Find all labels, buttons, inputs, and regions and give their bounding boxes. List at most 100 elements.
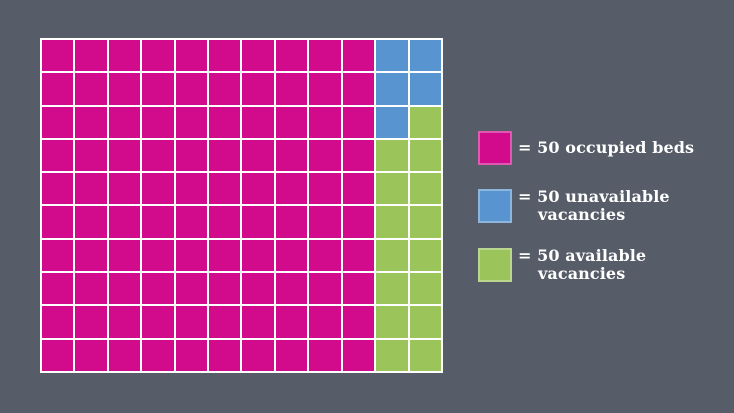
waffle-chart — [40, 38, 443, 373]
waffle-cell — [242, 106, 274, 138]
waffle-cell — [209, 339, 241, 371]
waffle-cell — [75, 239, 107, 272]
waffle-cell — [309, 73, 341, 105]
waffle-cell — [309, 206, 341, 238]
waffle-cell — [75, 139, 107, 172]
waffle-cell — [175, 273, 208, 305]
waffle-cell — [342, 306, 375, 338]
waffle-cell — [175, 106, 208, 138]
waffle-cell — [242, 173, 274, 205]
waffle-cell — [75, 206, 107, 238]
waffle-cell — [376, 239, 408, 272]
legend-label-available: = 50 available vacancies — [518, 247, 646, 283]
waffle-cell — [275, 40, 308, 72]
waffle-cell — [376, 306, 408, 338]
waffle-cell — [42, 173, 74, 205]
waffle-cell — [275, 306, 308, 338]
waffle-cell — [108, 40, 141, 72]
waffle-cell — [175, 339, 208, 371]
waffle-cell — [309, 339, 341, 371]
waffle-cell — [108, 306, 141, 338]
waffle-cell — [209, 73, 241, 105]
waffle-cell — [309, 40, 341, 72]
waffle-cell — [42, 339, 74, 371]
waffle-cell — [409, 239, 441, 272]
waffle-cell — [209, 106, 241, 138]
waffle-cell — [242, 73, 274, 105]
waffle-cell — [242, 239, 274, 272]
waffle-cell — [309, 239, 341, 272]
waffle-cell — [175, 40, 208, 72]
waffle-cell — [75, 73, 107, 105]
waffle-cell — [376, 206, 408, 238]
legend-item-available: = 50 available vacancies — [478, 247, 694, 283]
waffle-cell — [242, 206, 274, 238]
legend-item-unavailable: = 50 unavailable vacancies — [478, 188, 694, 224]
waffle-cell — [75, 339, 107, 371]
waffle-cell — [142, 173, 174, 205]
waffle-cell — [242, 306, 274, 338]
waffle-cell — [209, 239, 241, 272]
waffle-cell — [309, 173, 341, 205]
waffle-cell — [142, 206, 174, 238]
waffle-cell — [142, 239, 174, 272]
legend-label-line: = 50 unavailable — [518, 187, 670, 206]
waffle-cell — [42, 106, 74, 138]
waffle-cell — [108, 273, 141, 305]
waffle-cell — [376, 40, 408, 72]
waffle-cell — [42, 306, 74, 338]
waffle-cell — [342, 73, 375, 105]
waffle-cell — [142, 106, 174, 138]
waffle-cell — [409, 306, 441, 338]
waffle-cell — [42, 73, 74, 105]
waffle-cell — [75, 306, 107, 338]
waffle-cell — [409, 73, 441, 105]
waffle-cell — [275, 239, 308, 272]
waffle-cell — [108, 239, 141, 272]
legend-label-line: = 50 occupied beds — [518, 138, 695, 157]
waffle-cell — [209, 206, 241, 238]
waffle-cell — [275, 173, 308, 205]
waffle-cell — [108, 106, 141, 138]
waffle-cell — [376, 339, 408, 371]
waffle-cell — [209, 139, 241, 172]
waffle-cell — [342, 106, 375, 138]
waffle-cell — [175, 139, 208, 172]
waffle-cell — [209, 306, 241, 338]
waffle-cell — [209, 273, 241, 305]
waffle-cell — [376, 73, 408, 105]
waffle-cell — [376, 273, 408, 305]
waffle-cell — [175, 239, 208, 272]
waffle-cell — [209, 40, 241, 72]
legend-label-line: = 50 available — [518, 246, 647, 265]
waffle-cell — [409, 139, 441, 172]
available-swatch — [478, 248, 512, 282]
waffle-cell — [342, 239, 375, 272]
waffle-cell — [342, 173, 375, 205]
waffle-cell — [42, 206, 74, 238]
waffle-cell — [42, 139, 74, 172]
waffle-cell — [275, 139, 308, 172]
waffle-cell — [309, 273, 341, 305]
legend-label-unavailable: = 50 unavailable vacancies — [518, 188, 670, 224]
waffle-cell — [342, 139, 375, 172]
waffle-cell — [142, 306, 174, 338]
waffle-cell — [75, 40, 107, 72]
waffle-cell — [42, 273, 74, 305]
waffle-cell — [242, 339, 274, 371]
legend-item-occupied: = 50 occupied beds — [478, 131, 694, 165]
waffle-cell — [275, 106, 308, 138]
waffle-cell — [309, 306, 341, 338]
waffle-cell — [342, 206, 375, 238]
waffle-cell — [42, 40, 74, 72]
legend-label-occupied: = 50 occupied beds — [518, 139, 694, 157]
waffle-cell — [75, 106, 107, 138]
waffle-cell — [108, 339, 141, 371]
waffle-cell — [175, 206, 208, 238]
waffle-cell — [242, 273, 274, 305]
waffle-cell — [275, 339, 308, 371]
waffle-cell — [275, 273, 308, 305]
occupied-swatch — [478, 131, 512, 165]
waffle-cell — [142, 139, 174, 172]
